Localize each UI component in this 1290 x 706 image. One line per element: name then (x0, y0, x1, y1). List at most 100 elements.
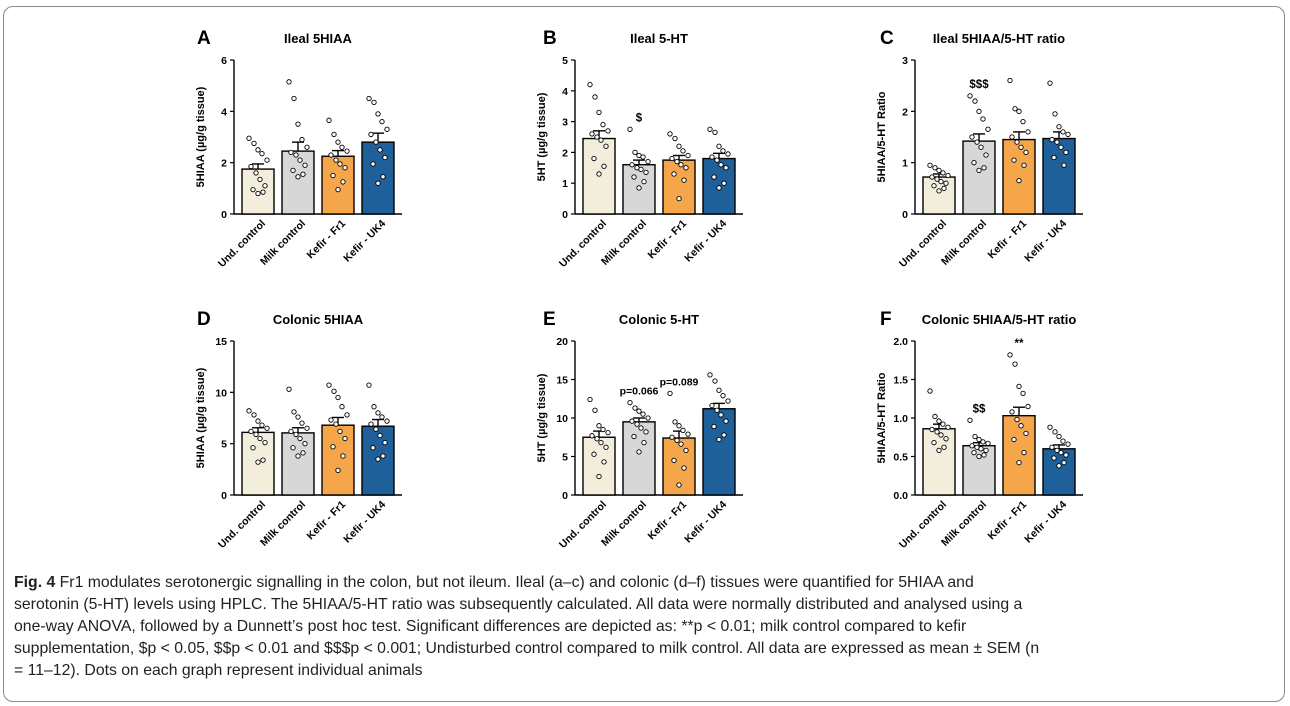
panel-f-y-axis-label: 5HIAA/5-HT Ratio (876, 372, 888, 463)
panel-e-bar (622, 421, 656, 496)
panel-f-data-point (945, 424, 951, 430)
panel-c-data-point (1016, 177, 1022, 184)
panel-a-data-point (288, 149, 294, 156)
panel-c-data-point (1014, 139, 1020, 145)
panel-f-data-point (1025, 403, 1031, 410)
panel-f-title: Colonic 5HIAA/5-HT ratio (922, 312, 1077, 327)
panel-b-data-point (718, 162, 724, 168)
panel-e-y-axis-label: 5HT (µg/g tissue) (536, 373, 548, 462)
panel-e-data-point (709, 403, 715, 409)
panel-f-category-label: Kefir - UK4 (1022, 499, 1069, 546)
panel-d-data-point (253, 431, 259, 438)
panel-f-data-point (1020, 390, 1026, 397)
panel-c-data-point (941, 185, 947, 191)
panel-c-data-point (934, 176, 940, 182)
panel-f-data-point (1047, 424, 1053, 430)
panel-e-data-point (685, 431, 691, 437)
panel-a-category-label: Kefir - UK4 (341, 218, 388, 265)
panel-d-data-point (380, 453, 386, 459)
panel-c-bar (1002, 138, 1036, 215)
panel-b-data-point (645, 158, 651, 165)
panel-e-data-point (596, 473, 602, 480)
figure-frame (3, 6, 1285, 702)
panel-d-data-point (300, 450, 306, 456)
panel-f-data-point (976, 436, 982, 443)
caption-line-3: one-way ANOVA, followed by a Dunnett’s p… (14, 618, 967, 635)
panel-d-data-point (340, 453, 346, 459)
panel-b-y-axis-label: 5HT (µg/g tissue) (536, 92, 548, 181)
panel-c-data-point (1016, 108, 1022, 114)
panel-f-letter: F (880, 309, 892, 330)
panel-c-y-tick-label: 3 (902, 55, 908, 67)
panel-f-data-point (1018, 423, 1024, 429)
panel-a-data-point (380, 174, 386, 180)
panel-a-data-point (333, 157, 339, 163)
panel-e-data-point (676, 482, 682, 488)
panel-f-data-point (976, 453, 982, 460)
panel-d-data-point (331, 388, 337, 394)
panel-e-data-point (634, 421, 640, 427)
panel-e-data-point (680, 427, 686, 433)
panel-a-data-point (370, 161, 376, 167)
caption-label: Fig. 4 (14, 574, 56, 591)
panel-a-data-point (375, 180, 381, 186)
panel-f-significance-label: $$ (973, 403, 986, 415)
panel-b-data-point (721, 180, 727, 186)
panel-c-data-point (927, 162, 933, 168)
panel-c-data-point (976, 108, 982, 114)
panel-e-data-point (718, 412, 724, 418)
panel-f-data-point (972, 433, 978, 440)
panel-d-data-point (335, 467, 341, 474)
panel-d-data-point (299, 420, 305, 426)
panel-e-data-point (720, 393, 726, 399)
panel-a-data-point (295, 174, 301, 180)
panel-f-data-point (927, 388, 933, 394)
panel-c-significance-label: $$$ (969, 79, 989, 91)
panel-b-data-point (636, 185, 642, 191)
panel-a-data-point (259, 151, 265, 157)
panel-f-data-point (929, 426, 935, 433)
panel-d-data-point (291, 409, 297, 415)
panel-d-data-point (371, 404, 377, 410)
panel-e-bar (662, 437, 696, 496)
panel-a-y-axis-label: 5HIAA (µg/g tissue) (195, 86, 207, 187)
panel-d-data-point (382, 439, 388, 446)
panel-e-data-point (640, 411, 646, 417)
panel-d-data-point (297, 435, 303, 442)
panel-f-bar (1002, 414, 1036, 496)
panel-d-data-point (375, 410, 381, 416)
panel-f-data-point (932, 413, 938, 420)
panel-b-data-point (601, 163, 607, 169)
panel-c-y-tick-label: 1 (902, 158, 908, 170)
panel-d-letter: D (197, 309, 211, 330)
panel-c-data-point (1012, 106, 1018, 112)
panel-d-category-label: Kefir - UK4 (341, 499, 388, 546)
panel-e-data-point (591, 451, 597, 457)
panel-e-bar (582, 436, 616, 496)
panel-d-data-point (377, 432, 383, 439)
panel-e-data-point (721, 432, 727, 438)
panel-a-data-point (255, 190, 261, 197)
panel-a-data-point (248, 163, 254, 170)
panel-d-data-point (246, 408, 252, 414)
panel-d-data-point (333, 421, 339, 427)
panel-c-data-point (1063, 149, 1069, 156)
panel-c-data-point (1065, 131, 1071, 138)
panel-e-data-point (676, 423, 682, 429)
panel-a-data-point (304, 144, 310, 150)
panel-d-data-point (293, 431, 299, 438)
panel-a-data-point (255, 147, 261, 153)
caption-line-4: supplementation, $p < 0.05, $$p < 0.01 a… (14, 640, 1040, 657)
panel-b-data-point (678, 162, 684, 168)
panel-d-data-point (375, 456, 381, 462)
panel-f-data-point (940, 421, 946, 427)
panel-a-data-point (300, 171, 306, 177)
figure-caption: Fig. 4 Fr1 modulates serotonergic signal… (14, 572, 1276, 682)
panel-a-data-point (373, 139, 379, 145)
panel-a-data-point (262, 183, 268, 189)
panel-b-data-point (714, 157, 720, 163)
panel-e-data-point (645, 415, 651, 421)
caption-text-1: Fr1 modulates serotonergic signalling in… (59, 574, 974, 591)
panel-d-bar (281, 432, 315, 496)
